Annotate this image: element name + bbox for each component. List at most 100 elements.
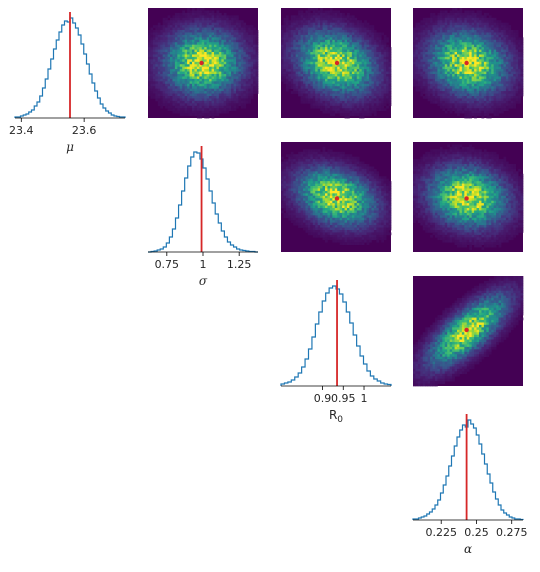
- density-cell: [290, 54, 294, 58]
- density-cell: [354, 32, 358, 36]
- density-cell: [364, 49, 367, 53]
- density-cell: [325, 25, 328, 28]
- density-cell: [236, 105, 239, 109]
- density-cell: [461, 105, 465, 109]
- density-cell: [471, 71, 475, 75]
- density-cell: [334, 103, 338, 107]
- density-cell: [510, 56, 514, 60]
- density-cell: [157, 96, 161, 99]
- density-cell: [150, 30, 154, 33]
- density-cell: [466, 12, 470, 16]
- density-cell: [187, 42, 190, 46]
- density-cell: [474, 98, 477, 102]
- density-cell: [152, 83, 156, 87]
- density-cell: [386, 69, 389, 72]
- density-cell: [466, 15, 470, 19]
- density-cell: [435, 98, 438, 102]
- density-cell: [157, 76, 161, 80]
- density-cell: [425, 76, 429, 80]
- density-cell: [312, 52, 316, 55]
- density-cell: [310, 30, 314, 33]
- density-cell: [430, 88, 433, 92]
- density-cell: [493, 69, 497, 72]
- density-cell: [310, 93, 314, 97]
- density-cell: [444, 49, 448, 53]
- density-cell: [342, 81, 345, 85]
- density-cell: [457, 76, 460, 80]
- density-cell: [498, 110, 502, 114]
- density-cell: [378, 108, 382, 112]
- truth-marker: [199, 60, 204, 66]
- density-cell: [228, 42, 232, 46]
- density-cell: [457, 37, 460, 41]
- density-cell: [420, 30, 424, 33]
- density-cell: [295, 32, 299, 36]
- density-cell: [471, 39, 475, 43]
- density-cell: [199, 47, 203, 50]
- density-cell: [216, 17, 220, 21]
- density-cell: [187, 44, 190, 48]
- density-cell: [327, 81, 331, 85]
- density-cell: [327, 74, 331, 77]
- density-cell: [167, 30, 171, 33]
- density-cell: [250, 86, 254, 90]
- density-cell: [356, 20, 360, 24]
- density-cell: [371, 49, 375, 53]
- density-cell: [388, 86, 392, 90]
- density-cell: [476, 113, 480, 116]
- density-cell: [435, 61, 438, 65]
- density-cell: [167, 78, 171, 82]
- density-cell: [172, 105, 176, 109]
- density-cell: [310, 52, 314, 55]
- density-cell: [281, 56, 284, 60]
- density-cell: [214, 56, 217, 60]
- density-cell: [508, 91, 512, 94]
- density-cell: [491, 93, 495, 97]
- density-cell: [337, 52, 341, 55]
- density-cell: [187, 22, 190, 26]
- density-cell: [255, 54, 259, 58]
- density-cell: [496, 61, 499, 65]
- density-cell: [148, 88, 151, 92]
- density-cell: [238, 96, 242, 99]
- density-cell: [240, 20, 244, 24]
- density-cell: [300, 37, 304, 41]
- density-cell: [498, 83, 502, 87]
- density-cell: [228, 27, 232, 31]
- density-cell: [415, 86, 419, 90]
- density-cell: [206, 22, 210, 26]
- density-cell: [461, 69, 465, 72]
- density-cell: [317, 32, 321, 36]
- density-cell: [201, 98, 205, 102]
- density-cell: [486, 61, 490, 65]
- density-cell: [155, 44, 159, 48]
- density-cell: [223, 54, 227, 58]
- density-cell: [351, 91, 355, 94]
- density-cell: [508, 83, 512, 87]
- density-cell: [388, 64, 392, 68]
- density-cell: [226, 83, 230, 87]
- density-cell: [285, 32, 289, 36]
- density-cell: [493, 66, 497, 70]
- density-cell: [243, 34, 247, 38]
- density-cell: [510, 78, 514, 82]
- density-cell: [194, 59, 198, 63]
- density-cell: [342, 83, 345, 87]
- density-cell: [332, 20, 336, 24]
- density-cell: [305, 20, 309, 24]
- density-cell: [303, 98, 306, 102]
- density-cell: [248, 69, 252, 72]
- density-cell: [505, 66, 509, 70]
- density-cell: [420, 42, 424, 46]
- density-cell: [381, 108, 385, 112]
- density-cell: [317, 12, 321, 16]
- density-cell: [476, 49, 480, 53]
- density-cell: [206, 17, 210, 21]
- density-cell: [245, 96, 249, 99]
- density-cell: [223, 52, 227, 55]
- density-cell: [376, 69, 380, 72]
- density-cell: [150, 61, 154, 65]
- density-cell: [457, 88, 460, 92]
- density-cell: [320, 17, 323, 21]
- density-cell: [474, 69, 477, 72]
